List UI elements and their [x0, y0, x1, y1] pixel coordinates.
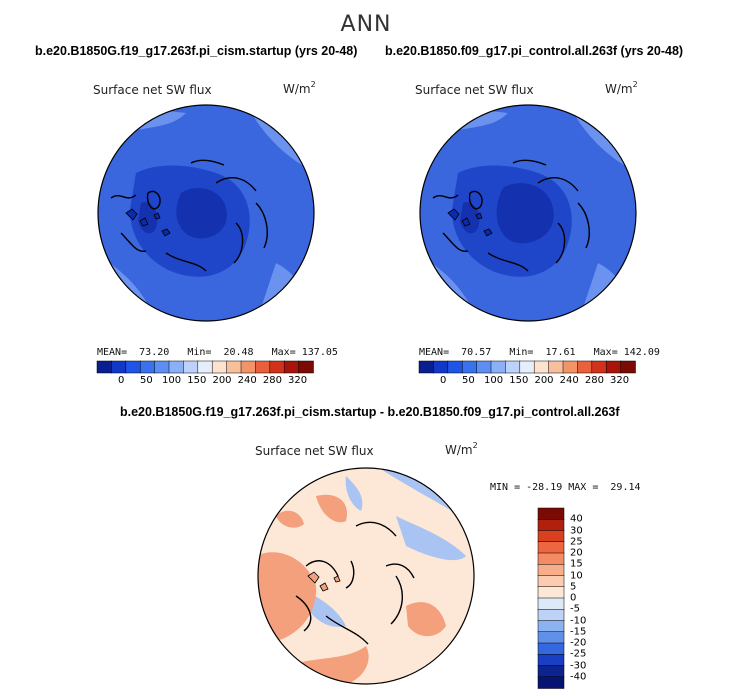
diff-colorbar-level-label: 15 — [570, 558, 583, 570]
colorbar-swatch — [139, 360, 156, 374]
colorbar-swatch — [620, 360, 636, 374]
colorbar-tick-label: 150 — [509, 375, 529, 386]
panel-2-units: W/m2 — [605, 80, 638, 96]
colorbar-swatch — [591, 360, 607, 374]
diff-title: b.e20.B1850G.f19_g17.263f.pi_cism.startu… — [120, 405, 620, 419]
diff-colorbar-swatch — [537, 530, 565, 543]
diff-colorbar-level-label: 10 — [570, 570, 583, 581]
diff-colorbar-level-label: -40 — [570, 671, 587, 683]
diff-colorbar-level-label: -20 — [570, 637, 587, 649]
colorbar-swatch — [96, 360, 113, 374]
colorbar-swatch — [519, 360, 535, 374]
panel-2-stats: MEAN= 70.57 Min= 17.61 Max= 142.09 — [419, 347, 660, 358]
diff-minmax: MIN = -28.19 MAX = 29.14 — [490, 482, 641, 493]
diff-colorbar-swatch — [537, 620, 565, 633]
diff-colorbar-swatch — [537, 609, 565, 622]
diff-colorbar-swatch — [537, 631, 565, 644]
diff-colorbar-labels: 40 30 25 20 15 10 5 0 -5 -10 -15 -20 -25 -30 -40 — [570, 508, 600, 688]
colorbar-tick-label: 320 — [610, 375, 630, 386]
diff-colorbar-level-label: 0 — [570, 592, 577, 604]
colorbar-swatch — [505, 360, 521, 374]
diff-colorbar-swatch — [537, 552, 565, 565]
diff-colorbar-swatch — [537, 507, 565, 520]
diff-colorbar-swatch — [537, 676, 565, 689]
colorbar-tick-label: 240 — [559, 375, 579, 386]
diff-colorbar-swatch — [537, 654, 565, 667]
colorbar-tick-label: 50 — [140, 375, 153, 386]
diff-colorbar-level-label: -30 — [570, 660, 587, 671]
colorbar-swatch — [154, 360, 170, 374]
diff-colorbar-swatch — [537, 665, 565, 678]
diff-map — [257, 467, 475, 685]
diff-colorbar-swatch — [537, 586, 565, 599]
colorbar-swatch — [490, 360, 507, 374]
panel-2-title: b.e20.B1850.f09_g17.pi_control.all.263f … — [385, 44, 684, 58]
colorbar-swatch — [125, 360, 141, 374]
panel-2-colorbar-ticks: 0 50 100 150 200 240 280 320 — [419, 375, 635, 389]
colorbar-swatch — [562, 360, 579, 374]
colorbar-tick-label: 0 — [118, 375, 125, 386]
colorbar-swatch — [183, 360, 199, 374]
colorbar-swatch — [476, 360, 492, 374]
colorbar-swatch — [168, 360, 185, 374]
colorbar-tick-label: 50 — [462, 375, 475, 386]
panel-2-variable: Surface net SW flux — [415, 83, 534, 97]
colorbar-tick-label: 320 — [288, 375, 308, 386]
colorbar-tick-label: 100 — [484, 375, 504, 386]
colorbar-swatch — [269, 360, 285, 374]
colorbar-swatch — [548, 360, 564, 374]
colorbar-swatch — [447, 360, 463, 374]
colorbar-swatch — [226, 360, 242, 374]
panel-2-colorbar — [418, 360, 636, 374]
colorbar-swatch — [283, 360, 300, 374]
colorbar-tick-label: 200 — [534, 375, 554, 386]
panel-1-map — [97, 104, 315, 322]
colorbar-swatch — [605, 360, 622, 374]
colorbar-swatch — [533, 360, 550, 374]
colorbar-swatch — [111, 360, 127, 374]
diff-colorbar-swatch — [537, 575, 565, 588]
diff-colorbar-level-label: -10 — [570, 615, 587, 626]
diff-colorbar-swatch — [537, 541, 565, 554]
colorbar-swatch — [298, 360, 314, 374]
diff-colorbar-swatch — [537, 597, 565, 610]
panel-2-map — [419, 104, 637, 322]
diff-colorbar-level-label: -25 — [570, 648, 587, 660]
colorbar-tick-label: 150 — [187, 375, 207, 386]
diff-colorbar-level-label: 25 — [570, 536, 583, 548]
colorbar-swatch — [255, 360, 271, 374]
panel-1-title: b.e20.B1850G.f19_g17.263f.pi_cism.startu… — [35, 44, 358, 58]
colorbar-tick-label: 200 — [212, 375, 232, 386]
diff-variable: Surface net SW flux — [255, 444, 374, 458]
diff-colorbar-swatch — [537, 642, 565, 655]
diff-colorbar-level-label: 5 — [570, 581, 577, 593]
diff-colorbar-level-label: 20 — [570, 547, 583, 559]
panel-1-colorbar — [96, 360, 314, 374]
colorbar-swatch — [418, 360, 435, 374]
colorbar-tick-label: 240 — [237, 375, 257, 386]
colorbar-swatch — [461, 360, 478, 374]
panel-1-stats: MEAN= 73.20 Min= 20.48 Max= 137.05 — [97, 347, 338, 358]
diff-colorbar-level-label: -5 — [570, 603, 580, 615]
colorbar-swatch — [240, 360, 257, 374]
season-title: ANN — [340, 12, 392, 37]
diff-colorbar-level-label: 30 — [570, 525, 583, 536]
colorbar-swatch — [433, 360, 449, 374]
colorbar-swatch — [211, 360, 228, 374]
panel-1-units: W/m2 — [283, 80, 316, 96]
diff-colorbar-swatch — [537, 519, 565, 532]
diff-colorbar-swatch — [537, 564, 565, 577]
colorbar-tick-label: 280 — [262, 375, 282, 386]
colorbar-tick-label: 100 — [162, 375, 182, 386]
diff-colorbar-level-label: 40 — [570, 513, 583, 525]
diff-units: W/m2 — [445, 441, 478, 457]
panel-1-variable: Surface net SW flux — [93, 83, 212, 97]
colorbar-swatch — [197, 360, 213, 374]
diff-colorbar — [537, 507, 565, 689]
colorbar-swatch — [577, 360, 593, 374]
colorbar-tick-label: 280 — [584, 375, 604, 386]
diff-colorbar-level-label: -15 — [570, 626, 587, 638]
colorbar-tick-label: 0 — [440, 375, 447, 386]
panel-1-colorbar-ticks: 0 50 100 150 200 240 280 320 — [97, 375, 313, 389]
